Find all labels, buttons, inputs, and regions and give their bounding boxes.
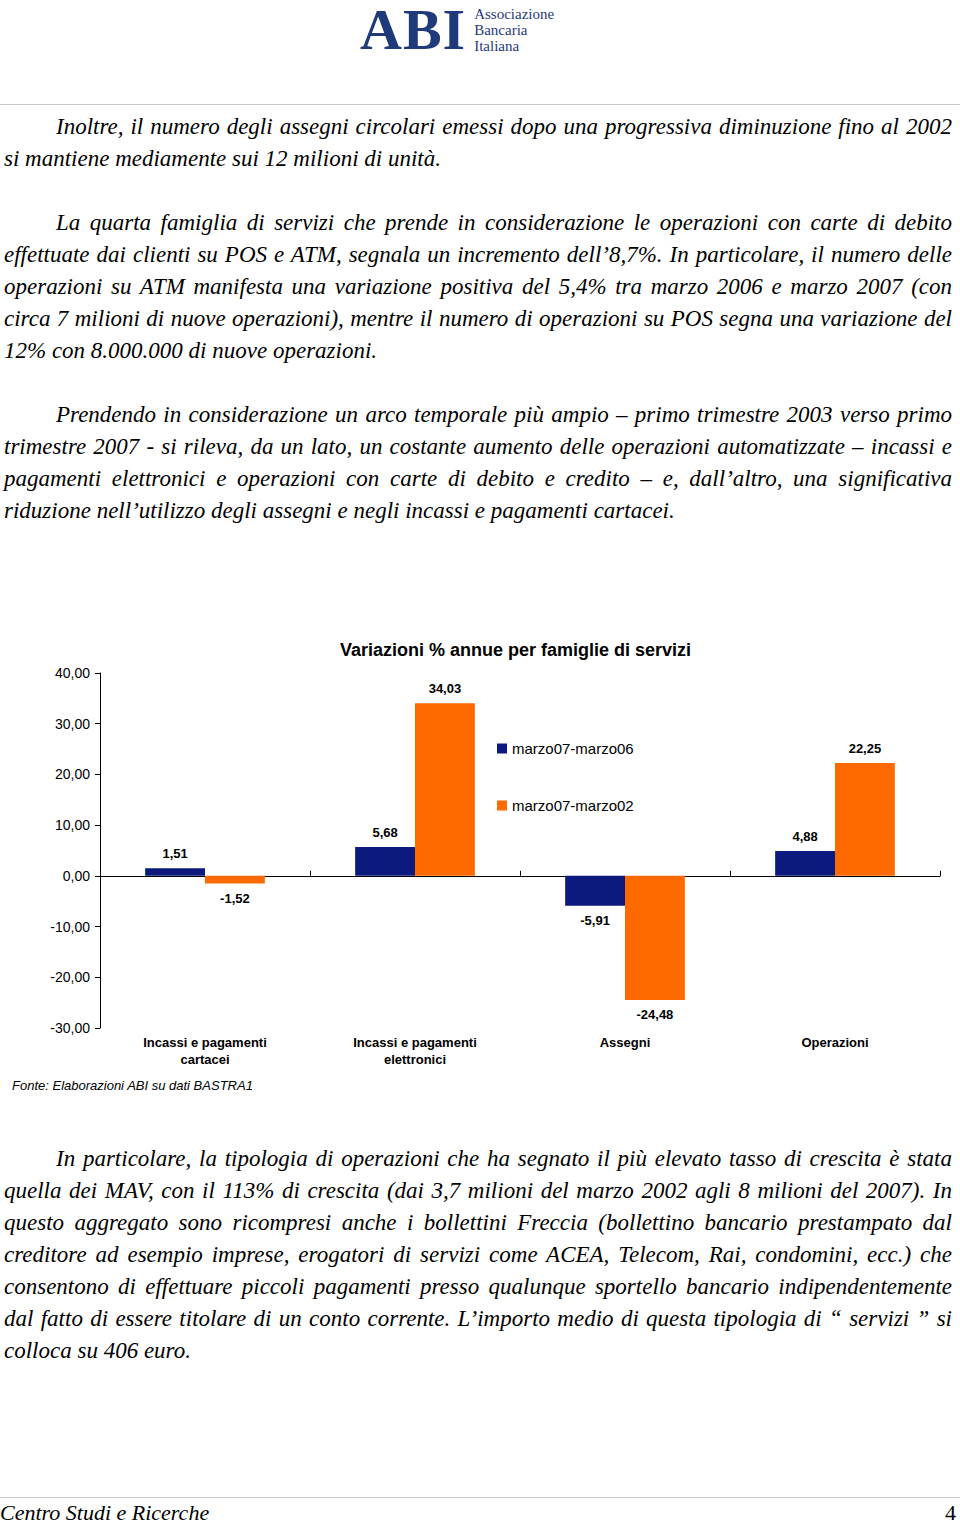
svg-text:-30,00: -30,00 (50, 1020, 90, 1036)
svg-text:-20,00: -20,00 (50, 969, 90, 985)
html-text:Inoltre, il numero degli asseg: Inoltre, il numero degli assegni circola… (4, 114, 952, 171)
svg-text:Variazioni % annue per famigli: Variazioni % annue per famiglie di servi… (340, 640, 691, 660)
svg-text:Operazioni: Operazioni (801, 1035, 868, 1050)
svg-text:20,00: 20,00 (55, 766, 90, 782)
svg-text:1,51: 1,51 (162, 846, 187, 861)
html-text:4: 4 (945, 1500, 956, 1525)
html-text:Centro Studi e Ricerche: Centro Studi e Ricerche (0, 1500, 210, 1525)
svg-text:-1,52: -1,52 (220, 891, 250, 906)
svg-text:30,00: 30,00 (55, 716, 90, 732)
svg-text:5,68: 5,68 (372, 825, 397, 840)
svg-text:Incassi e pagamenti: Incassi e pagamenti (143, 1035, 267, 1050)
svg-text:34,03: 34,03 (429, 681, 462, 696)
svg-text:marzo07-marzo02: marzo07-marzo02 (512, 797, 634, 814)
html-text:Fonte: Elaborazioni ABI su dat: Fonte: Elaborazioni ABI su dati BASTRA1 (12, 1078, 253, 1093)
svg-text:-10,00: -10,00 (50, 919, 90, 935)
svg-text:22,25: 22,25 (849, 741, 882, 756)
svg-text:4,88: 4,88 (792, 829, 817, 844)
svg-text:10,00: 10,00 (55, 817, 90, 833)
svg-text:marzo07-marzo06: marzo07-marzo06 (512, 740, 634, 757)
svg-text:cartacei: cartacei (180, 1052, 229, 1067)
svg-text:elettronici: elettronici (384, 1052, 446, 1067)
html-text:La quarta famiglia di servizi: La quarta famiglia di servizi che prende… (4, 210, 952, 363)
html-text:Associazione: Associazione (474, 6, 555, 22)
html-text:Prendendo in considerazione un: Prendendo in considerazione un arco temp… (4, 402, 952, 523)
svg-text:Incassi e pagamenti: Incassi e pagamenti (353, 1035, 477, 1050)
svg-text:-24,48: -24,48 (636, 1007, 673, 1022)
html-text:Bancaria: Bancaria (474, 22, 528, 38)
svg-text:40,00: 40,00 (55, 665, 90, 681)
svg-text:Assegni: Assegni (600, 1035, 651, 1050)
svg-text:-5,91: -5,91 (580, 913, 610, 928)
svg-text:0,00: 0,00 (63, 868, 90, 884)
html-text:Italiana: Italiana (474, 38, 520, 54)
html-text:In particolare, la tipologia d: In particolare, la tipologia di operazio… (4, 1146, 952, 1363)
